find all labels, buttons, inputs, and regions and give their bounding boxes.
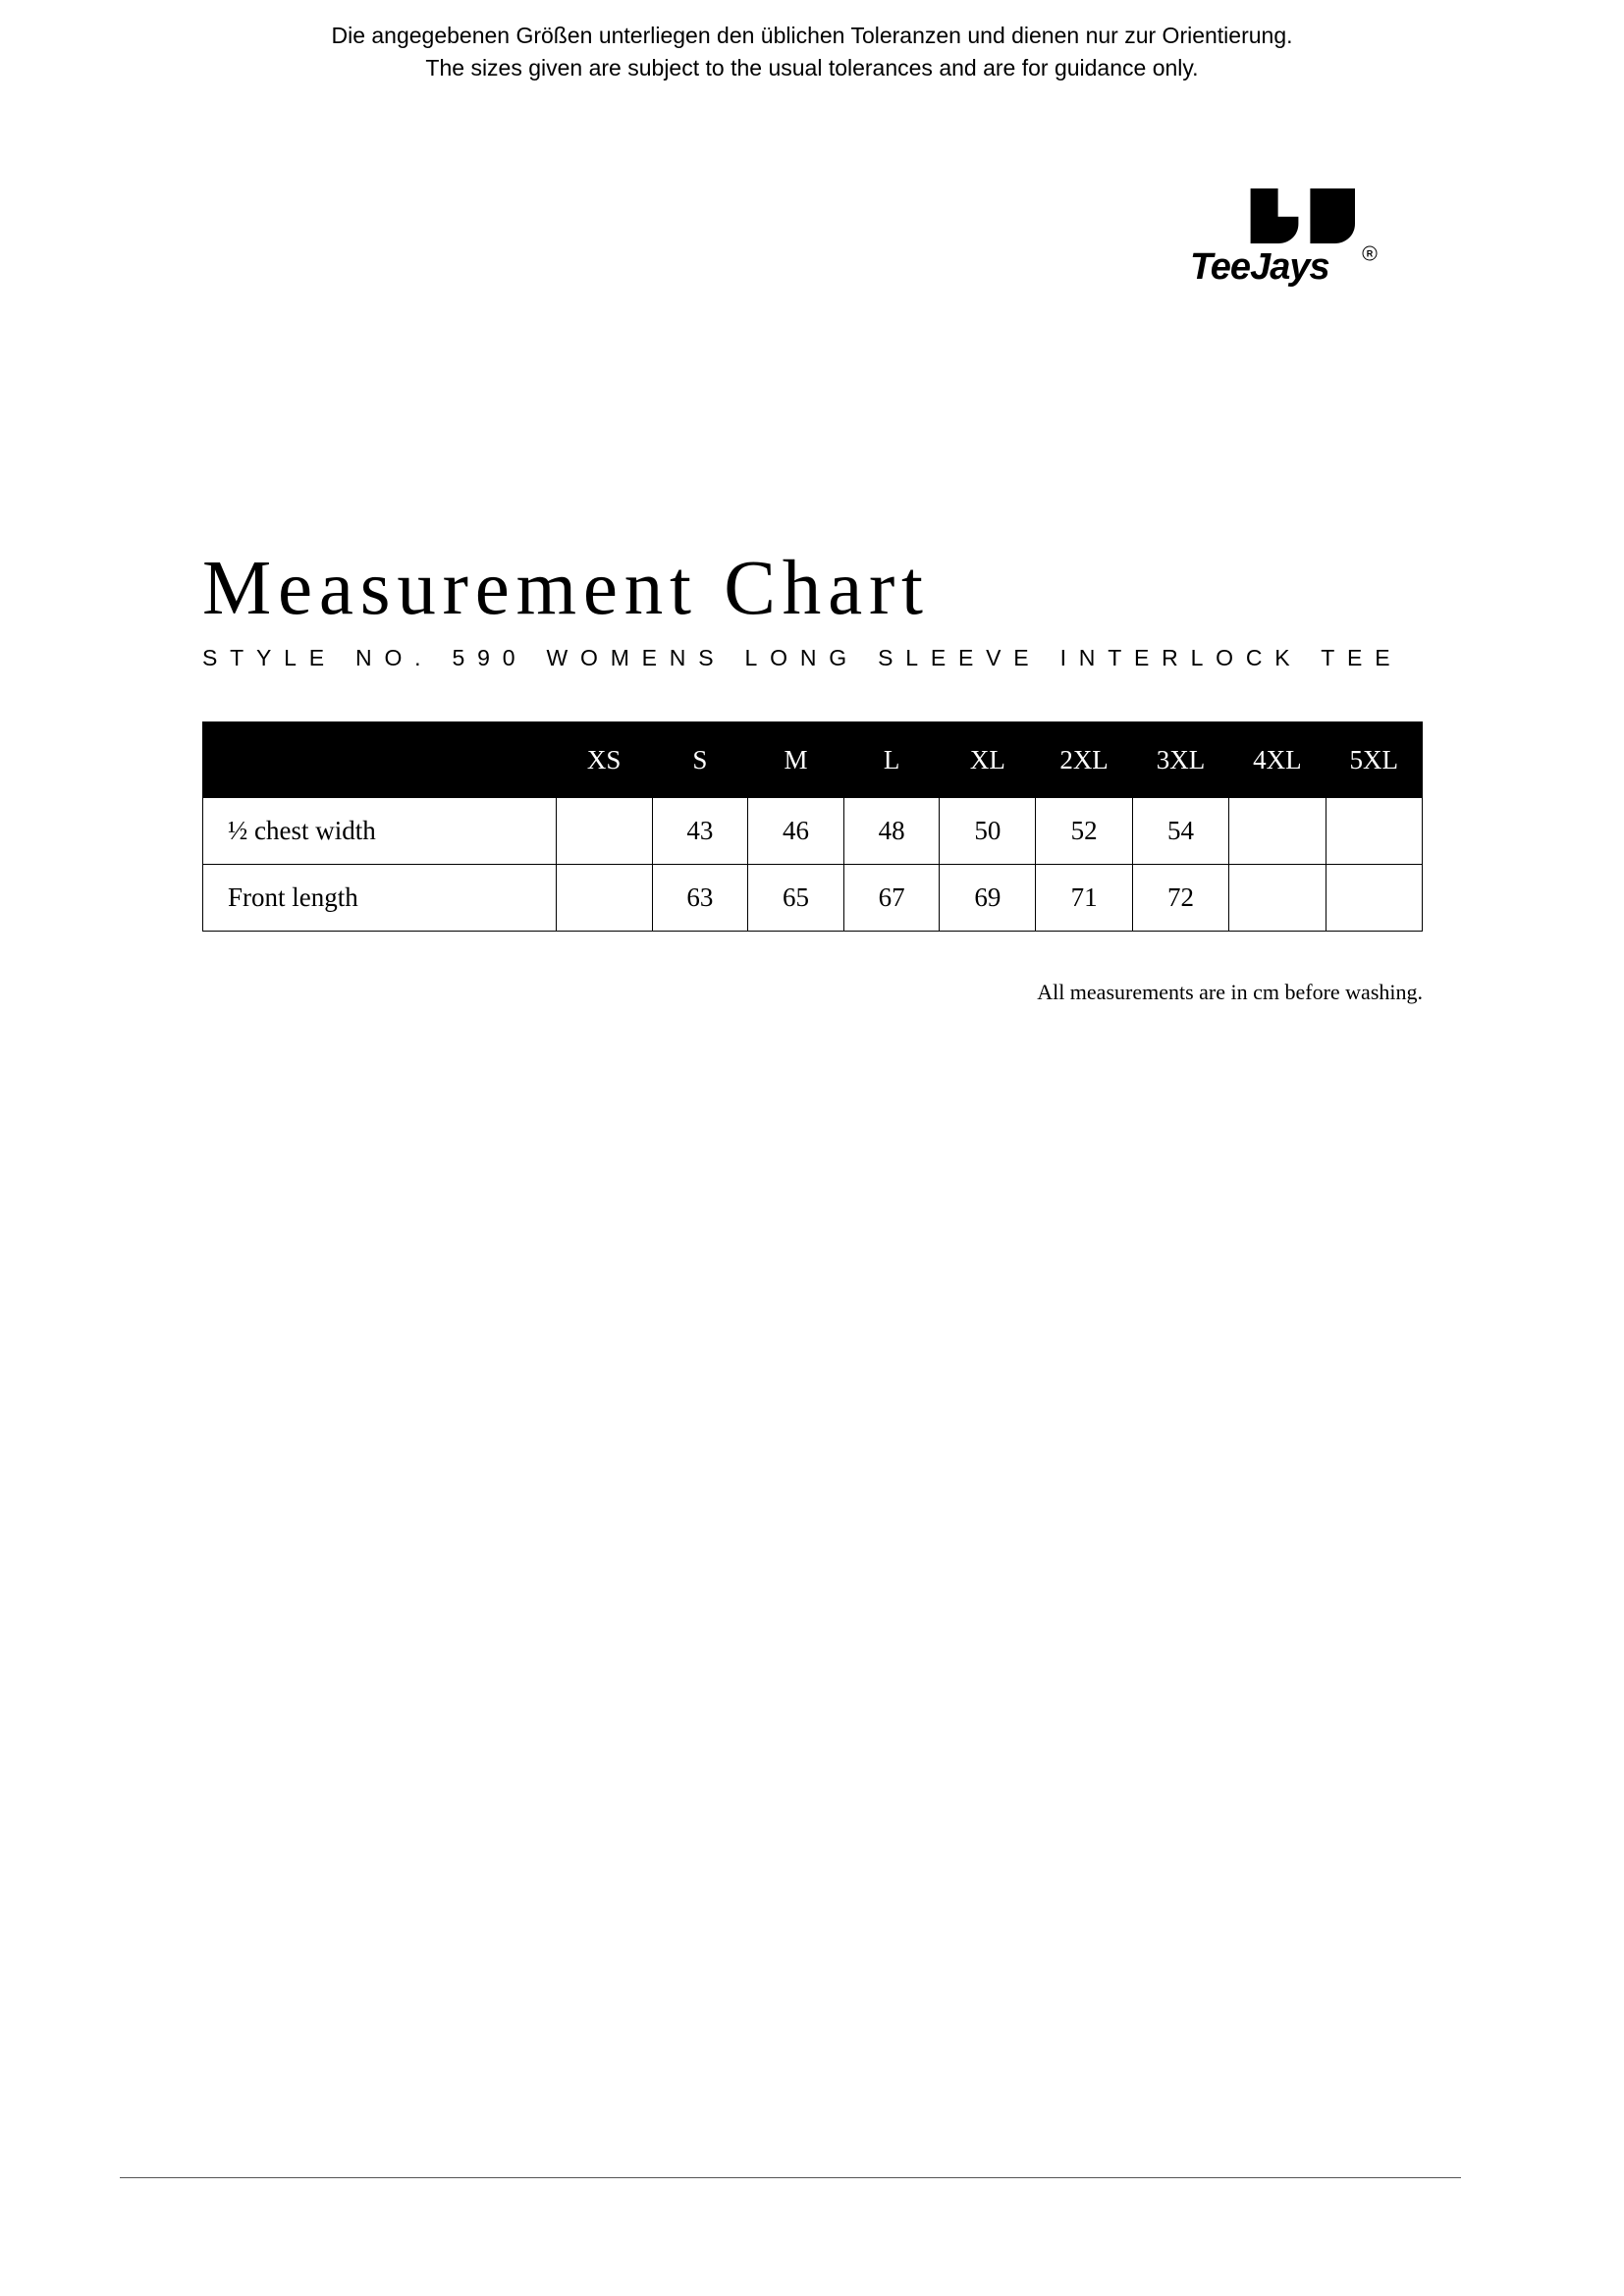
svg-text:TeeJays: TeeJays	[1190, 246, 1329, 288]
svg-text:R: R	[1367, 248, 1374, 258]
